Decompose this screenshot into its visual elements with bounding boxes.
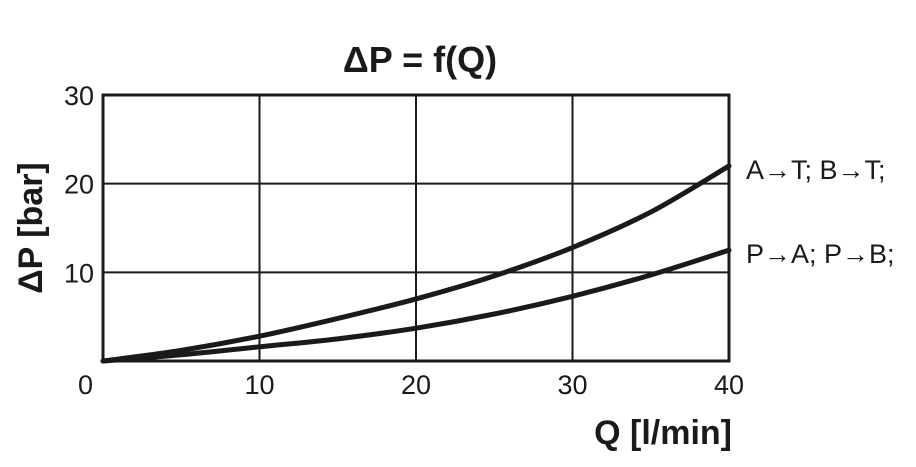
y-tick-label: 10 (64, 258, 94, 288)
grid (103, 95, 729, 361)
plot-frame (101, 93, 731, 363)
series-line-1 (100, 163, 732, 364)
x-axis-title: Q [l/min] (594, 414, 732, 452)
series-label-1: A→T; B→T; (746, 155, 886, 185)
series-label-2: P→A; P→B; (746, 239, 895, 269)
x-tick-label: 40 (714, 370, 744, 400)
series-labels: A→T; B→T; P→A; P→B; (746, 155, 895, 269)
chart-title: ΔP = f(Q) (343, 39, 497, 80)
x-tick-label: 20 (401, 370, 431, 400)
series-lines (100, 163, 732, 364)
tick-labels: 0 10 20 30 40 10 20 30 (64, 81, 744, 400)
x-tick-label: 10 (244, 370, 274, 400)
series-line-2 (100, 247, 732, 364)
y-tick-label: 20 (64, 170, 94, 200)
y-tick-label: 30 (64, 81, 94, 111)
x-tick-label: 0 (78, 370, 93, 400)
y-axis-title: ΔP [bar] (12, 162, 50, 294)
x-tick-label: 30 (557, 370, 587, 400)
